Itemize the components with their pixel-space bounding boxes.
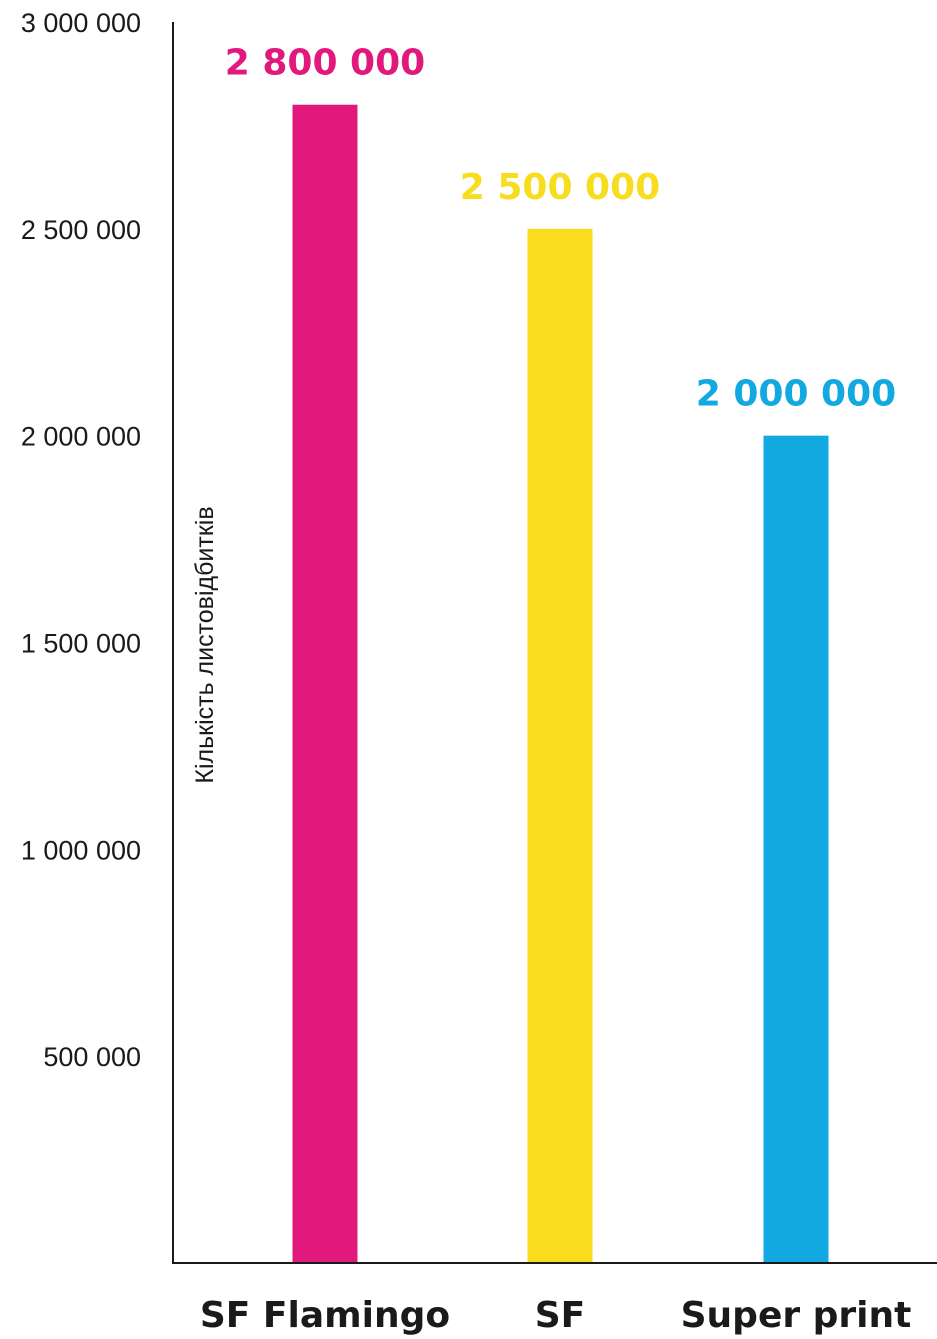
y-tick-labels: 3 000 000 2 500 000 2 000 000 1 500 000 1 00… <box>21 8 141 1072</box>
data-labels: 2 800 000 2 500 000 2 000 000 <box>225 43 896 415</box>
y-tick-label: 2 000 000 <box>21 422 141 452</box>
x-category-label: SF <box>535 1295 586 1336</box>
bar <box>292 104 358 1264</box>
bar <box>527 228 593 1263</box>
x-category-label: SF Flamingo <box>200 1295 450 1336</box>
bar-value-label: 2 000 000 <box>696 374 896 415</box>
y-tick-label: 500 000 <box>43 1042 141 1072</box>
bar-value-label: 2 500 000 <box>460 167 660 208</box>
y-tick-label: 1 500 000 <box>21 629 141 659</box>
y-axis-label: Кількість листовідбитків <box>191 506 219 783</box>
bar-value-label: 2 800 000 <box>225 43 425 84</box>
category-labels: SF Flamingo SF Super print <box>200 1295 912 1336</box>
x-category-label: Super print <box>681 1295 912 1336</box>
y-tick-label: 3 000 000 <box>21 8 141 38</box>
y-tick-label: 1 000 000 <box>21 835 141 865</box>
y-tick-label: 2 500 000 <box>21 215 141 245</box>
bar <box>763 435 829 1264</box>
bars <box>292 104 829 1264</box>
